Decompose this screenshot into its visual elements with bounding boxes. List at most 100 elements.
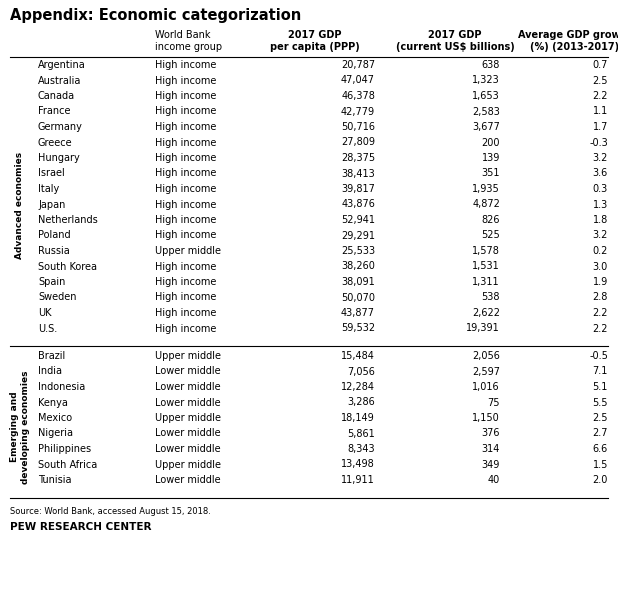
Text: Upper middle: Upper middle xyxy=(155,246,221,256)
Text: 7,056: 7,056 xyxy=(347,367,375,377)
Text: 75: 75 xyxy=(488,398,500,407)
Text: 351: 351 xyxy=(481,168,500,179)
Text: 1.8: 1.8 xyxy=(593,215,608,225)
Text: 12,284: 12,284 xyxy=(341,382,375,392)
Text: Tunisia: Tunisia xyxy=(38,475,72,485)
Text: High income: High income xyxy=(155,292,216,302)
Text: Spain: Spain xyxy=(38,277,66,287)
Text: Sweden: Sweden xyxy=(38,292,77,302)
Text: 1,531: 1,531 xyxy=(472,262,500,271)
Text: 5.5: 5.5 xyxy=(593,398,608,407)
Text: High income: High income xyxy=(155,91,216,101)
Text: 1,653: 1,653 xyxy=(472,91,500,101)
Text: 39,817: 39,817 xyxy=(341,184,375,194)
Text: PEW RESEARCH CENTER: PEW RESEARCH CENTER xyxy=(10,522,151,531)
Text: 13,498: 13,498 xyxy=(341,459,375,470)
Text: 1.5: 1.5 xyxy=(593,459,608,470)
Text: Lower middle: Lower middle xyxy=(155,398,221,407)
Text: High income: High income xyxy=(155,168,216,179)
Text: High income: High income xyxy=(155,262,216,271)
Text: 200: 200 xyxy=(481,138,500,147)
Text: 538: 538 xyxy=(481,292,500,302)
Text: 638: 638 xyxy=(481,60,500,70)
Text: 2017 GDP
(current US$ billions): 2017 GDP (current US$ billions) xyxy=(396,30,514,52)
Text: 1.7: 1.7 xyxy=(593,122,608,132)
Text: Argentina: Argentina xyxy=(38,60,86,70)
Text: South Korea: South Korea xyxy=(38,262,97,271)
Text: 3.2: 3.2 xyxy=(593,153,608,163)
Text: High income: High income xyxy=(155,75,216,86)
Text: 3.6: 3.6 xyxy=(593,168,608,179)
Text: 50,716: 50,716 xyxy=(341,122,375,132)
Text: Russia: Russia xyxy=(38,246,70,256)
Text: High income: High income xyxy=(155,215,216,225)
Text: 1.9: 1.9 xyxy=(593,277,608,287)
Text: Upper middle: Upper middle xyxy=(155,413,221,423)
Text: Mexico: Mexico xyxy=(38,413,72,423)
Text: Appendix: Economic categorization: Appendix: Economic categorization xyxy=(10,8,301,23)
Text: 2,056: 2,056 xyxy=(472,351,500,361)
Text: 1,935: 1,935 xyxy=(472,184,500,194)
Text: High income: High income xyxy=(155,184,216,194)
Text: 1,016: 1,016 xyxy=(472,382,500,392)
Text: Average GDP growth
(%) (2013-2017): Average GDP growth (%) (2013-2017) xyxy=(518,30,618,52)
Text: 43,876: 43,876 xyxy=(341,199,375,210)
Text: -0.5: -0.5 xyxy=(589,351,608,361)
Text: Lower middle: Lower middle xyxy=(155,444,221,454)
Text: South Africa: South Africa xyxy=(38,459,97,470)
Text: 4,872: 4,872 xyxy=(472,199,500,210)
Text: Italy: Italy xyxy=(38,184,59,194)
Text: 826: 826 xyxy=(481,215,500,225)
Text: High income: High income xyxy=(155,308,216,318)
Text: 38,413: 38,413 xyxy=(341,168,375,179)
Text: High income: High income xyxy=(155,153,216,163)
Text: High income: High income xyxy=(155,107,216,116)
Text: 2,583: 2,583 xyxy=(472,107,500,116)
Text: 20,787: 20,787 xyxy=(341,60,375,70)
Text: High income: High income xyxy=(155,199,216,210)
Text: 0.7: 0.7 xyxy=(593,60,608,70)
Text: India: India xyxy=(38,367,62,377)
Text: High income: High income xyxy=(155,60,216,70)
Text: High income: High income xyxy=(155,122,216,132)
Text: 27,809: 27,809 xyxy=(341,138,375,147)
Text: 2.5: 2.5 xyxy=(593,413,608,423)
Text: 40: 40 xyxy=(488,475,500,485)
Text: Advanced economies: Advanced economies xyxy=(15,152,25,259)
Text: UK: UK xyxy=(38,308,51,318)
Text: 19,391: 19,391 xyxy=(466,323,500,334)
Text: Kenya: Kenya xyxy=(38,398,68,407)
Text: 1,311: 1,311 xyxy=(472,277,500,287)
Text: 42,779: 42,779 xyxy=(341,107,375,116)
Text: 525: 525 xyxy=(481,231,500,241)
Text: World Bank
income group: World Bank income group xyxy=(155,30,222,52)
Text: 29,291: 29,291 xyxy=(341,231,375,241)
Text: 50,070: 50,070 xyxy=(341,292,375,302)
Text: 0.2: 0.2 xyxy=(593,246,608,256)
Text: High income: High income xyxy=(155,231,216,241)
Text: Nigeria: Nigeria xyxy=(38,428,73,438)
Text: 18,149: 18,149 xyxy=(341,413,375,423)
Text: 38,260: 38,260 xyxy=(341,262,375,271)
Text: 7.1: 7.1 xyxy=(593,367,608,377)
Text: Germany: Germany xyxy=(38,122,83,132)
Text: 43,877: 43,877 xyxy=(341,308,375,318)
Text: 2.8: 2.8 xyxy=(593,292,608,302)
Text: 2017 GDP
per capita (PPP): 2017 GDP per capita (PPP) xyxy=(270,30,360,52)
Text: 1.3: 1.3 xyxy=(593,199,608,210)
Text: 1,150: 1,150 xyxy=(472,413,500,423)
Text: Upper middle: Upper middle xyxy=(155,351,221,361)
Text: Greece: Greece xyxy=(38,138,73,147)
Text: 2.2: 2.2 xyxy=(593,308,608,318)
Text: 2.5: 2.5 xyxy=(593,75,608,86)
Text: 15,484: 15,484 xyxy=(341,351,375,361)
Text: 3,677: 3,677 xyxy=(472,122,500,132)
Text: -0.3: -0.3 xyxy=(589,138,608,147)
Text: 52,941: 52,941 xyxy=(341,215,375,225)
Text: Brazil: Brazil xyxy=(38,351,66,361)
Text: Lower middle: Lower middle xyxy=(155,367,221,377)
Text: 1,323: 1,323 xyxy=(472,75,500,86)
Text: Australia: Australia xyxy=(38,75,82,86)
Text: Israel: Israel xyxy=(38,168,65,179)
Text: Japan: Japan xyxy=(38,199,66,210)
